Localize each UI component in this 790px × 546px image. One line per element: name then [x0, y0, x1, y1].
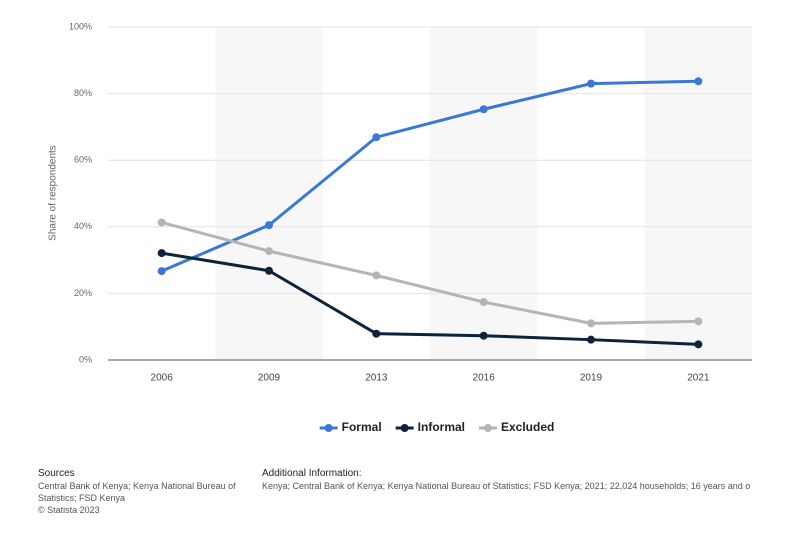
- additional-text: Kenya; Central Bank of Kenya; Kenya Nati…: [262, 481, 751, 491]
- y-tick-label: 20%: [74, 288, 92, 298]
- data-point: [265, 221, 273, 230]
- data-point: [372, 133, 381, 142]
- x-tick-label: 2009: [258, 373, 281, 384]
- legend-label[interactable]: Informal: [418, 420, 465, 434]
- y-tick-label: 60%: [74, 155, 92, 165]
- data-point: [157, 267, 166, 276]
- y-axis-title: Share of respondents: [48, 145, 59, 241]
- data-point: [587, 319, 595, 328]
- sources-text: Central Bank of Kenya; Kenya National Bu…: [38, 481, 236, 503]
- x-tick-label: 2013: [365, 373, 388, 384]
- data-point: [587, 79, 595, 88]
- data-point: [694, 340, 703, 349]
- data-point: [587, 335, 595, 344]
- data-point: [157, 249, 166, 258]
- series-line: [161, 79, 699, 273]
- x-tick-label: 2019: [580, 373, 603, 384]
- y-tick-label: 100%: [69, 21, 92, 31]
- additional-title: Additional Information:: [262, 468, 362, 479]
- band: [537, 27, 645, 360]
- data-point: [157, 218, 166, 227]
- band: [644, 27, 752, 360]
- data-point: [372, 329, 381, 338]
- band: [322, 27, 430, 360]
- data-point: [694, 77, 703, 86]
- x-tick-label: 2006: [151, 373, 174, 384]
- x-tick-label: 2016: [473, 373, 496, 384]
- x-tick-label: 2021: [687, 373, 710, 384]
- data-point: [265, 247, 273, 256]
- legend-label[interactable]: Excluded: [501, 420, 554, 434]
- sources: Sources Central Bank of Kenya; Kenya Nat…: [38, 468, 258, 516]
- sources-title: Sources: [38, 468, 75, 479]
- legend-label[interactable]: Formal: [342, 420, 382, 434]
- legend-swatch-dot: [400, 424, 409, 432]
- series-line: [161, 221, 699, 325]
- legend-swatch-dot: [484, 424, 492, 432]
- y-tick-label: 80%: [74, 88, 92, 98]
- data-point: [372, 271, 381, 280]
- data-point: [265, 266, 273, 275]
- band: [215, 27, 323, 360]
- y-tick-label: 0%: [79, 354, 92, 364]
- band: [108, 27, 216, 360]
- legend-swatch-dot: [324, 424, 333, 432]
- series-line: [161, 251, 699, 346]
- y-tick-label: 40%: [74, 221, 92, 231]
- data-point: [479, 105, 488, 114]
- data-point: [479, 331, 488, 340]
- data-point: [694, 317, 703, 326]
- chart: Share of respondents 0% 20% 40% 60% 80% 100% 2…: [48, 21, 752, 434]
- data-point: [479, 298, 488, 307]
- copyright: © Statista 2023: [38, 505, 100, 515]
- additional-info: Additional Information: Kenya; Central B…: [262, 468, 790, 492]
